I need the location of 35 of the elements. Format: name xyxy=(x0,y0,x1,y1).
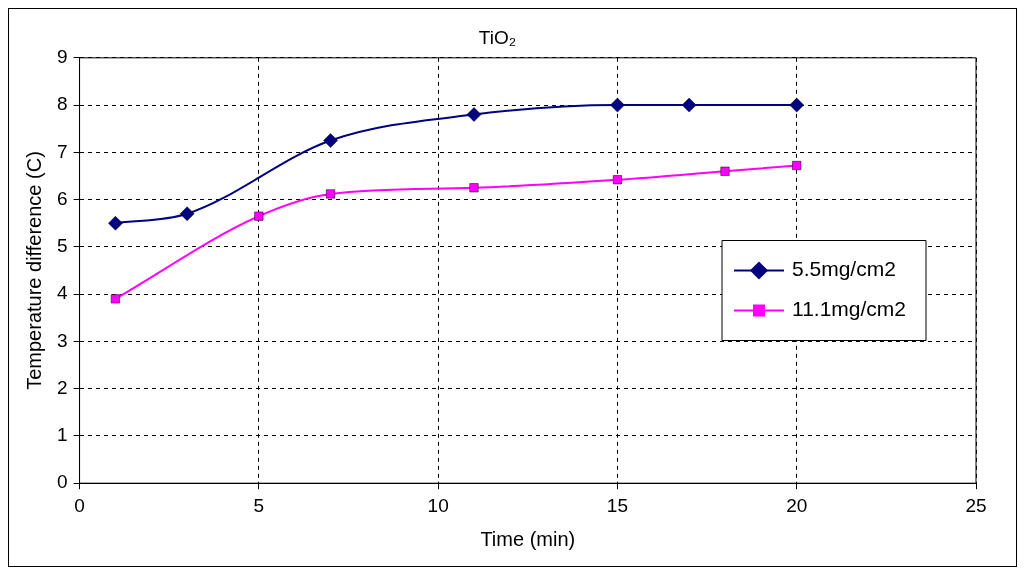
y-tick-label: 1 xyxy=(56,424,68,446)
point xyxy=(789,97,804,113)
y-tick-label: 8 xyxy=(56,93,68,115)
x-tick-label: 0 xyxy=(74,494,85,516)
x-tick-label: 15 xyxy=(606,494,628,516)
y-tick-label: 7 xyxy=(56,140,68,162)
point xyxy=(792,161,802,171)
x-tick-label: 10 xyxy=(427,494,449,516)
point xyxy=(254,211,264,221)
point xyxy=(110,294,120,304)
legend-label: 11.1mg/cm2 xyxy=(792,297,907,321)
chart-title: TiO₂ xyxy=(478,26,517,48)
point xyxy=(323,133,338,148)
point xyxy=(681,97,697,113)
point xyxy=(469,183,479,193)
x-tick-label: 5 xyxy=(253,494,265,516)
y-tick-label: 0 xyxy=(56,471,68,493)
legend-label: 5.5mg/cm2 xyxy=(792,257,896,281)
point xyxy=(612,175,622,185)
y-tick-label: 4 xyxy=(56,282,68,304)
point xyxy=(610,97,625,113)
y-tick-label: 5 xyxy=(56,235,68,257)
point xyxy=(326,189,336,199)
x-tick-label: 20 xyxy=(786,494,808,516)
point xyxy=(466,107,482,122)
point xyxy=(720,166,730,176)
y-axis-title: Temperature difference (C) xyxy=(22,151,45,390)
point xyxy=(108,215,123,231)
y-tick-label: 2 xyxy=(56,376,68,398)
x-axis-title: Time (min) xyxy=(480,527,576,550)
x-tick-label: 25 xyxy=(965,494,987,516)
y-tick-label: 3 xyxy=(56,329,68,351)
y-tick-label: 9 xyxy=(56,46,68,68)
y-tick-label: 6 xyxy=(56,187,68,209)
point xyxy=(179,206,195,222)
